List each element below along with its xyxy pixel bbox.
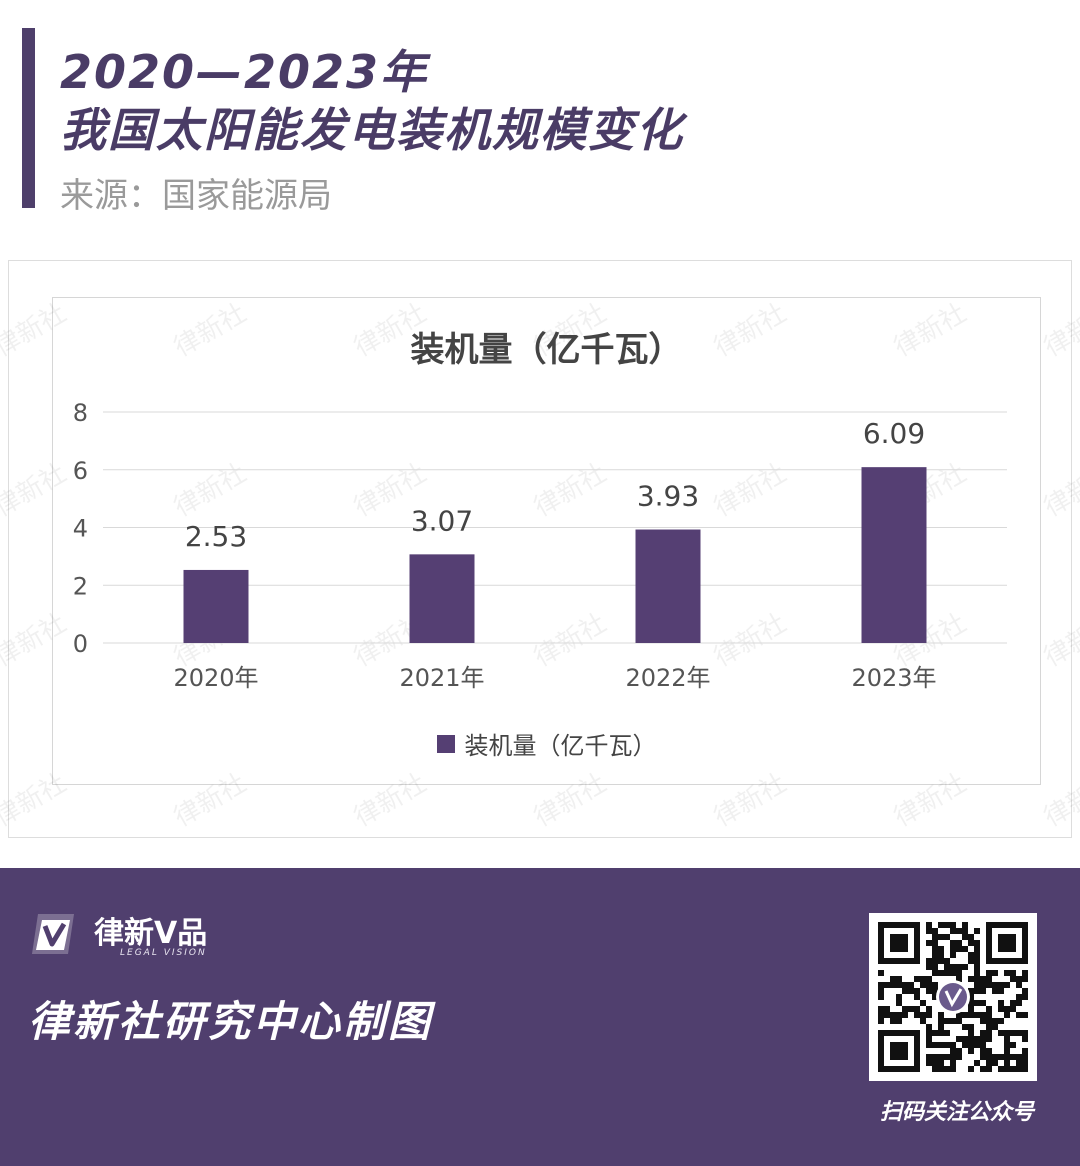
data-label: 2.53 xyxy=(185,520,247,553)
y-tick-label: 8 xyxy=(73,399,88,427)
x-tick-label: 2022年 xyxy=(625,664,710,692)
bar xyxy=(183,569,249,643)
y-tick-label: 4 xyxy=(73,515,88,543)
qr-code[interactable] xyxy=(869,913,1037,1081)
bar xyxy=(635,529,701,643)
brand-subtitle: LEGAL VISION xyxy=(120,948,207,958)
legend-label: 装机量（亿千瓦） xyxy=(464,732,657,760)
page-title-line-2: 我国太阳能发电装机规模变化 xyxy=(60,103,684,157)
y-tick-label: 2 xyxy=(73,572,88,600)
x-tick-label: 2023年 xyxy=(851,664,936,692)
title-accent-bar xyxy=(22,28,35,208)
data-label: 6.09 xyxy=(863,417,925,450)
qr-caption: 扫码关注公众号 xyxy=(879,1100,1034,1125)
brand-name: 律新V品 xyxy=(94,916,208,951)
page-title-line-1: 2020—2023年 xyxy=(60,45,429,99)
y-tick-label: 0 xyxy=(73,630,88,658)
qr-code-icon xyxy=(878,922,1028,1072)
chart-title: 装机量（亿千瓦） xyxy=(410,330,683,370)
x-tick-label: 2021年 xyxy=(399,664,484,692)
y-tick-label: 6 xyxy=(73,457,88,485)
legend-swatch xyxy=(436,734,455,753)
chart-legend: 装机量（亿千瓦） xyxy=(52,726,1041,761)
bar xyxy=(409,554,475,643)
data-label: 3.07 xyxy=(411,504,473,537)
data-label: 3.93 xyxy=(637,480,699,513)
footer-credit: 律新社研究中心制图 xyxy=(28,997,434,1046)
bar xyxy=(861,467,927,643)
x-tick-label: 2020年 xyxy=(173,664,258,692)
legal-vision-logo-icon xyxy=(32,914,74,954)
source-note: 来源：国家能源局 xyxy=(60,176,332,216)
chart-plot-frame xyxy=(52,297,1041,785)
